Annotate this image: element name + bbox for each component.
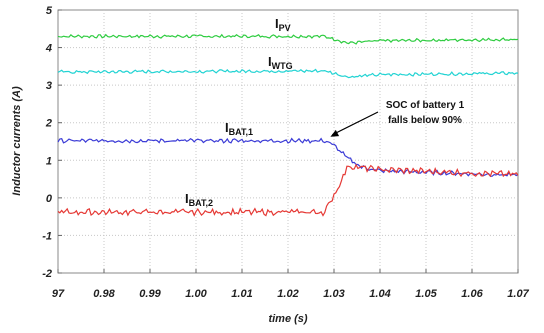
x-tick-label: 1.02: [277, 288, 298, 300]
series-line: [57, 163, 519, 217]
x-tick-label: 1.01: [231, 288, 252, 300]
y-axis-title: Inductor currents (A): [11, 86, 23, 196]
y-tick-label: 3: [46, 80, 52, 92]
y-tick-label: 0: [46, 193, 53, 205]
series-label: IWTG: [268, 54, 293, 71]
x-tick-label: 97: [52, 288, 65, 300]
series-label: IBAT,1: [225, 120, 253, 137]
annotation-arrowhead: [330, 129, 340, 137]
y-tick-label: 5: [46, 5, 53, 17]
series-line: [57, 137, 519, 177]
series-label: IPV: [275, 16, 291, 33]
x-tick-label: 1.03: [323, 288, 344, 300]
x-tick-label: 0.99: [139, 288, 161, 300]
x-tick-label: 1.04: [369, 288, 390, 300]
annotation-arrow-line: [332, 111, 379, 136]
series-lines: [57, 33, 519, 217]
x-axis-title: time (s): [268, 313, 307, 325]
x-tick-label: 1.06: [461, 288, 483, 300]
series-label-sub: BAT,2: [189, 198, 213, 208]
x-tick-label: 0.98: [93, 288, 115, 300]
series-label-sub: PV: [279, 23, 291, 33]
x-tick-label: 1.00: [185, 288, 207, 300]
series-label-sub: WTG: [272, 61, 293, 71]
series-label-main: I: [185, 191, 189, 206]
annotation-line2: falls below 90%: [388, 115, 462, 126]
grid: [57, 9, 519, 274]
y-tick-label: 4: [45, 43, 52, 55]
series-label-main: I: [275, 16, 279, 31]
series-label: IBAT,2: [185, 191, 213, 208]
x-axis-ticks: 97 0.98 0.99 1.00 1.01 1.02 1.03 1.04 1.05 1.06 1.…: [52, 288, 530, 300]
x-tick-label: 1.07: [507, 288, 529, 300]
y-tick-label: -2: [42, 268, 52, 280]
y-tick-label: -1: [42, 230, 52, 242]
series-label-main: I: [268, 54, 272, 69]
x-tick-label: 1.05: [415, 288, 437, 300]
series-label-main: I: [225, 120, 229, 135]
y-tick-label: 2: [45, 118, 52, 130]
annotation-line1: SOC of battery 1: [386, 100, 465, 111]
annotations: SOC of battery 1 falls below 90%: [330, 100, 465, 137]
series-line: [57, 33, 519, 45]
y-axis-ticks: -2 -1 0 1 2 3 4 5: [42, 5, 53, 280]
y-tick-label: 1: [46, 155, 52, 167]
series-label-sub: BAT,1: [229, 127, 253, 137]
series-line: [57, 68, 519, 79]
